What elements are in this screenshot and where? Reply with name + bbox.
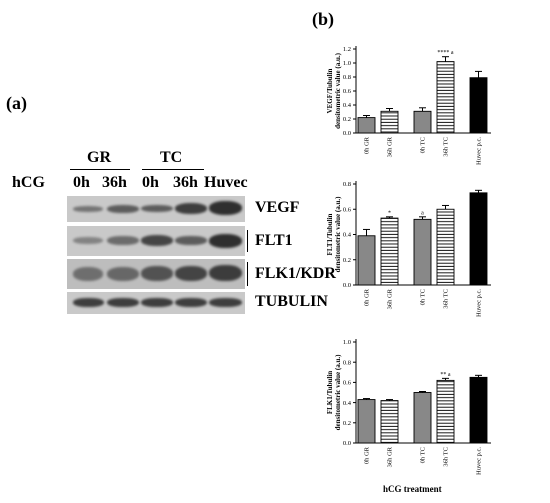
- y-tick-label: 1.0: [343, 60, 351, 67]
- x-tick-label: 36h GR: [387, 288, 394, 309]
- y-tick-label: 0.2: [343, 420, 351, 427]
- y-tick-label: 0.6: [343, 88, 352, 95]
- blot-strip-flt1: [67, 226, 245, 256]
- significance-label: *: [388, 210, 391, 216]
- y-tick-label: 0.0: [343, 130, 351, 137]
- x-tick-label: 36h TC: [443, 137, 450, 157]
- x-tick-label: 0h TC: [420, 137, 427, 153]
- x-tick-label: Huvec p.c.: [476, 137, 483, 165]
- bar: [469, 77, 488, 134]
- y-tick-label: 0.4: [343, 232, 352, 239]
- x-tick-label: 0h TC: [420, 289, 427, 305]
- x-tick-label: 36h TC: [443, 447, 450, 467]
- y-tick-label: 0.8: [343, 74, 351, 81]
- y-tick-label: 0.2: [343, 257, 351, 264]
- x-axis-title: hCG treatment: [383, 484, 442, 494]
- x-tick-label: 0h TC: [420, 447, 427, 463]
- bar: [436, 61, 455, 134]
- bar: [413, 392, 432, 444]
- bar: [436, 379, 455, 444]
- y-tick-label: 0.8: [343, 181, 351, 188]
- x-tick-label: 36h GR: [387, 446, 394, 467]
- bar: [380, 400, 399, 444]
- y-axis-title-line1: FLK1/Tubulin: [326, 371, 334, 414]
- significance-label: a: [421, 210, 424, 216]
- x-tick-label: 36h GR: [387, 136, 394, 157]
- bar: [436, 208, 455, 286]
- bar: [380, 110, 399, 134]
- x-tick-label: 0h GR: [364, 288, 371, 306]
- row-title-hcg: hCG: [12, 174, 45, 191]
- lane-label: 0h: [142, 174, 159, 191]
- significance-label: **** a: [437, 50, 454, 56]
- y-axis-title-line2: densitometric value (a.u.): [334, 52, 342, 128]
- y-tick-label: 0.0: [343, 440, 351, 447]
- blot-bracket-flk1: [247, 262, 248, 286]
- y-tick-label: 1.2: [343, 46, 351, 53]
- y-axis-title-line1: VEGF/Tubulin: [326, 68, 334, 113]
- panel-b-label: (b): [312, 9, 334, 29]
- y-tick-label: 0.4: [343, 102, 352, 109]
- lane-label: 0h: [73, 174, 90, 191]
- blot-label-tubulin: TUBULIN: [255, 293, 328, 310]
- x-tick-label: 0h GR: [364, 136, 371, 154]
- y-tick-label: 0.0: [343, 282, 351, 289]
- bar: [357, 235, 376, 286]
- bar: [469, 192, 488, 286]
- x-tick-label: 36h TC: [443, 289, 450, 309]
- blot-strip-tubulin: [67, 292, 245, 314]
- bar: [413, 110, 432, 134]
- y-axis-title-line2: densitometric value (a.u.): [334, 196, 342, 272]
- lane-label: 36h: [102, 174, 127, 191]
- blot-label-flt1: FLT1: [255, 232, 293, 249]
- x-tick-label: Huvec p.c.: [476, 447, 483, 475]
- group-underline-tc: [142, 169, 204, 170]
- y-tick-label: 1.0: [343, 339, 351, 346]
- panel-a-label: (a): [6, 93, 27, 113]
- significance-label: ** a: [440, 372, 451, 378]
- y-tick-label: 0.2: [343, 116, 351, 123]
- lane-label: Huvec: [204, 174, 248, 191]
- y-axis-title-line2: densitometric value (a.u.): [334, 354, 342, 430]
- blot-label-vegf: VEGF: [255, 199, 300, 216]
- blot-strip-flk1: [67, 259, 245, 289]
- blot-bracket-flt1: [247, 230, 248, 252]
- bar: [357, 117, 376, 134]
- x-tick-label: 0h GR: [364, 446, 371, 464]
- x-tick-label: Huvec p.c.: [476, 289, 483, 317]
- bar: [357, 399, 376, 444]
- group-label-tc: TC: [160, 149, 183, 166]
- blot-label-flk1-kdr: FLK1/KDR: [255, 265, 336, 282]
- bar: [469, 376, 488, 444]
- y-tick-label: 0.6: [343, 206, 352, 213]
- bar: [413, 218, 432, 286]
- group-label-gr: GR: [87, 149, 111, 166]
- blot-strip-vegf: [67, 196, 245, 222]
- bar: [380, 217, 399, 286]
- y-tick-label: 0.4: [343, 400, 352, 407]
- y-axis-title-line1: FLT1/Tubulin: [326, 213, 334, 255]
- group-underline-gr: [70, 169, 130, 170]
- y-tick-label: 0.6: [343, 380, 352, 387]
- y-tick-label: 0.8: [343, 359, 351, 366]
- lane-label: 36h: [173, 174, 198, 191]
